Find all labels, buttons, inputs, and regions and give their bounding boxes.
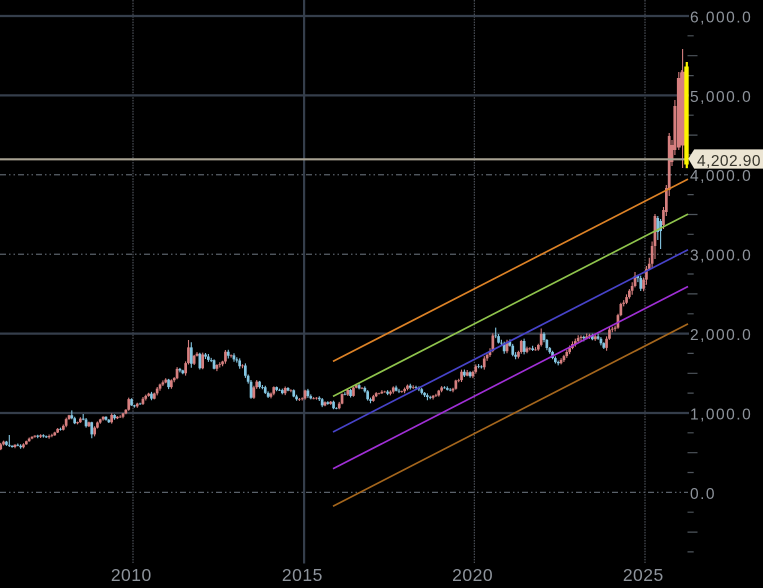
svg-text:0.0: 0.0 — [690, 486, 716, 503]
svg-text:2010: 2010 — [111, 565, 152, 585]
svg-text:2025: 2025 — [623, 565, 664, 585]
svg-text:4,000.0: 4,000.0 — [690, 168, 752, 185]
svg-text:4,202.90: 4,202.90 — [697, 153, 761, 170]
svg-text:2,000.0: 2,000.0 — [690, 327, 752, 344]
svg-text:2020: 2020 — [452, 565, 493, 585]
svg-text:5,000.0: 5,000.0 — [690, 89, 752, 106]
svg-text:6,000.0: 6,000.0 — [690, 9, 752, 26]
svg-text:2015: 2015 — [282, 565, 323, 585]
svg-text:3,000.0: 3,000.0 — [690, 248, 752, 265]
svg-text:1,000.0: 1,000.0 — [690, 406, 752, 423]
